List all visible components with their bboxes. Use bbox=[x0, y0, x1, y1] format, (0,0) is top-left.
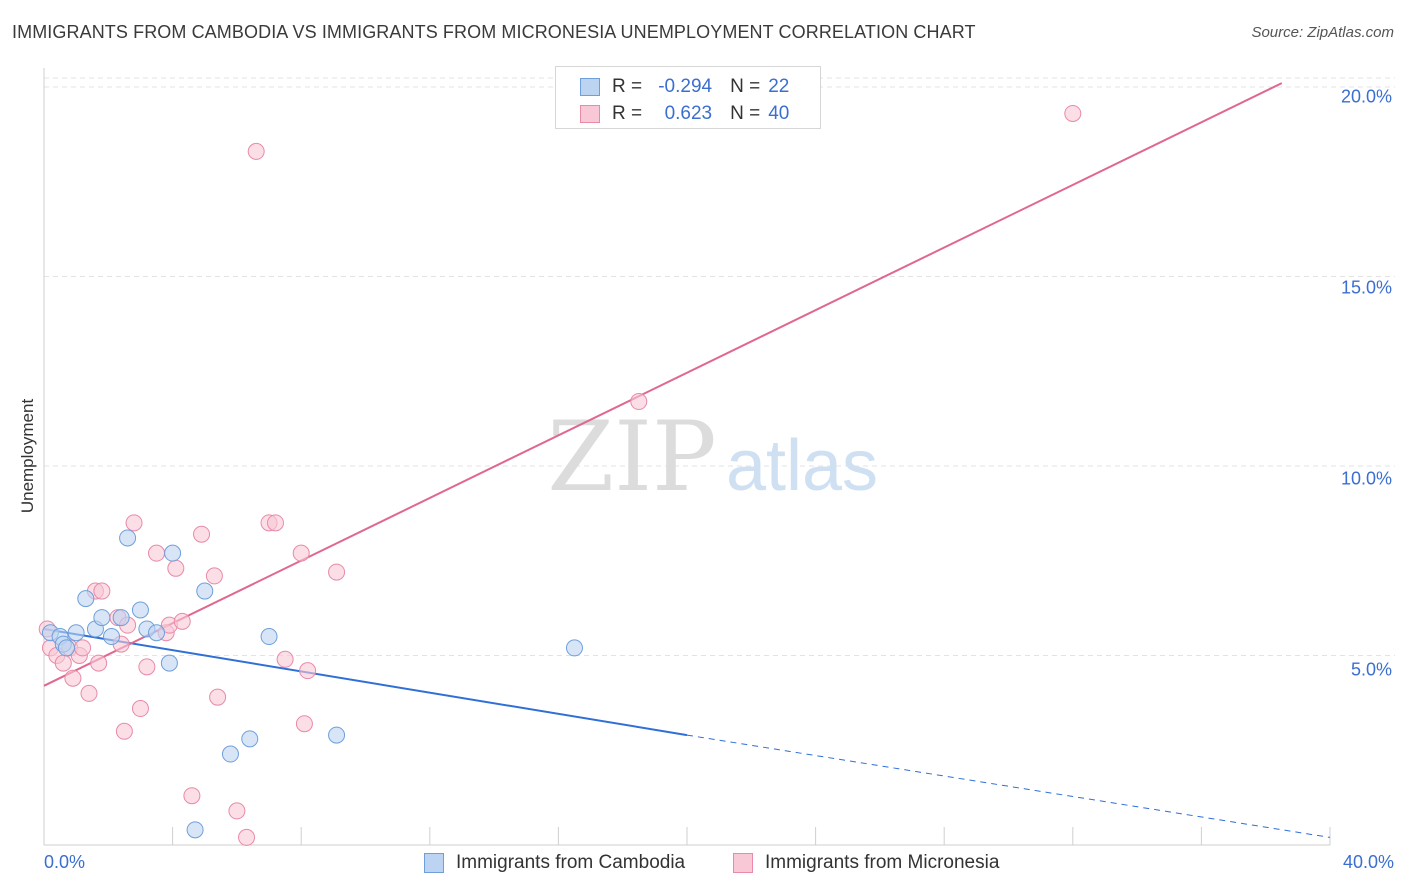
micronesia-point-17 bbox=[131, 700, 149, 718]
cambodia-point-11 bbox=[131, 601, 149, 619]
micronesia-point-26 bbox=[205, 567, 223, 585]
watermark: ZIP atlas bbox=[547, 401, 878, 513]
cambodia-legend-label: Immigrants from Cambodia bbox=[456, 852, 686, 873]
micronesia-point-36 bbox=[299, 662, 317, 680]
y-tick-label-15: 15.0% bbox=[1340, 277, 1392, 298]
x-tick-label-min: 0.0% bbox=[44, 852, 86, 872]
micronesia-point-3 bbox=[54, 654, 72, 672]
cambodia-point-7 bbox=[93, 609, 111, 627]
cambodia-point-17 bbox=[196, 582, 214, 600]
micronesia-point-5 bbox=[64, 669, 82, 687]
micronesia-point-37 bbox=[328, 563, 346, 581]
micronesia-point-33 bbox=[276, 650, 294, 668]
cambodia-point-14 bbox=[160, 654, 178, 672]
cambodia-point-19 bbox=[241, 730, 259, 748]
n-label: N = bbox=[730, 76, 761, 97]
chart-title: IMMIGRANTS FROM CAMBODIA VS IMMIGRANTS F… bbox=[12, 22, 976, 42]
micronesia-swatch bbox=[580, 105, 600, 123]
micronesia-point-32 bbox=[266, 514, 284, 532]
micronesia-point-24 bbox=[183, 787, 201, 805]
r-label: R = bbox=[612, 76, 643, 97]
micronesia-point-38 bbox=[630, 393, 648, 411]
trend-lines bbox=[43, 82, 1331, 838]
micronesia-point-18 bbox=[138, 658, 156, 676]
micronesia-point-39 bbox=[1064, 104, 1082, 122]
n-label: N = bbox=[730, 103, 761, 124]
cambodia-point-18 bbox=[221, 745, 239, 763]
legend-row-micronesia: R = 0.623 N = 40 bbox=[580, 101, 789, 127]
data-points bbox=[38, 104, 1082, 846]
legend-row-cambodia: R = -0.294 N = 22 bbox=[580, 74, 789, 100]
cambodia-point-22 bbox=[565, 639, 583, 657]
cambodia-point-10 bbox=[119, 529, 137, 547]
correlation-legend: R = -0.294 N = 22 R = 0.623 N = 40 bbox=[555, 66, 821, 129]
cambodia-point-21 bbox=[328, 726, 346, 744]
source-label: Source: ZipAtlas.com bbox=[1251, 24, 1394, 41]
legend-item-micronesia[interactable]: Immigrants from Micronesia bbox=[733, 852, 999, 874]
micronesia-point-28 bbox=[228, 802, 246, 820]
y-tick-label-5: 5.0% bbox=[1350, 659, 1392, 680]
cambodia-n-value: 22 bbox=[768, 76, 790, 97]
micronesia-point-11 bbox=[93, 582, 111, 600]
cambodia-point-13 bbox=[148, 624, 166, 642]
micronesia-legend-label: Immigrants from Micronesia bbox=[765, 852, 1000, 873]
micronesia-point-29 bbox=[238, 828, 256, 846]
cambodia-legend-swatch bbox=[424, 853, 444, 873]
watermark-zip: ZIP bbox=[547, 401, 716, 513]
micronesia-point-14 bbox=[115, 722, 133, 740]
micronesia-point-27 bbox=[209, 688, 227, 706]
micronesia-point-8 bbox=[80, 684, 98, 702]
micronesia-point-25 bbox=[193, 525, 211, 543]
micronesia-point-35 bbox=[295, 715, 313, 733]
cambodia-trend-line bbox=[43, 627, 688, 737]
cambodia-point-9 bbox=[112, 609, 130, 627]
legend-item-cambodia[interactable]: Immigrants from Cambodia bbox=[424, 852, 685, 874]
micronesia-point-30 bbox=[247, 142, 265, 160]
cambodia-point-15 bbox=[164, 544, 182, 562]
micronesia-trend-line bbox=[43, 82, 1283, 687]
cambodia-r-value: -0.294 bbox=[658, 76, 713, 97]
micronesia-r-value: 0.623 bbox=[664, 103, 713, 124]
watermark-atlas: atlas bbox=[726, 426, 878, 506]
y-tick-label-20: 20.0% bbox=[1340, 86, 1392, 107]
micronesia-point-7 bbox=[74, 639, 92, 657]
micronesia-point-23 bbox=[173, 612, 191, 630]
micronesia-point-10 bbox=[90, 654, 108, 672]
y-tick-label-10: 10.0% bbox=[1340, 468, 1392, 489]
cambodia-point-8 bbox=[103, 628, 121, 646]
x-tick-label-max: 40.0% bbox=[1342, 852, 1394, 872]
axes bbox=[43, 68, 1331, 846]
r-label: R = bbox=[612, 103, 643, 124]
micronesia-point-22 bbox=[167, 559, 185, 577]
micronesia-n-value: 40 bbox=[768, 103, 790, 124]
micronesia-point-16 bbox=[125, 514, 143, 532]
micronesia-legend-swatch bbox=[733, 853, 753, 873]
micronesia-point-19 bbox=[148, 544, 166, 562]
cambodia-swatch bbox=[580, 78, 600, 96]
cambodia-point-16 bbox=[186, 821, 204, 839]
cambodia-point-3 bbox=[58, 639, 76, 657]
cambodia-point-4 bbox=[67, 624, 85, 642]
gridlines bbox=[44, 77, 1395, 656]
cambodia-point-5 bbox=[77, 590, 95, 608]
cambodia-trend-extension bbox=[686, 734, 1331, 838]
cambodia-point-20 bbox=[260, 628, 278, 646]
micronesia-point-34 bbox=[292, 544, 310, 562]
